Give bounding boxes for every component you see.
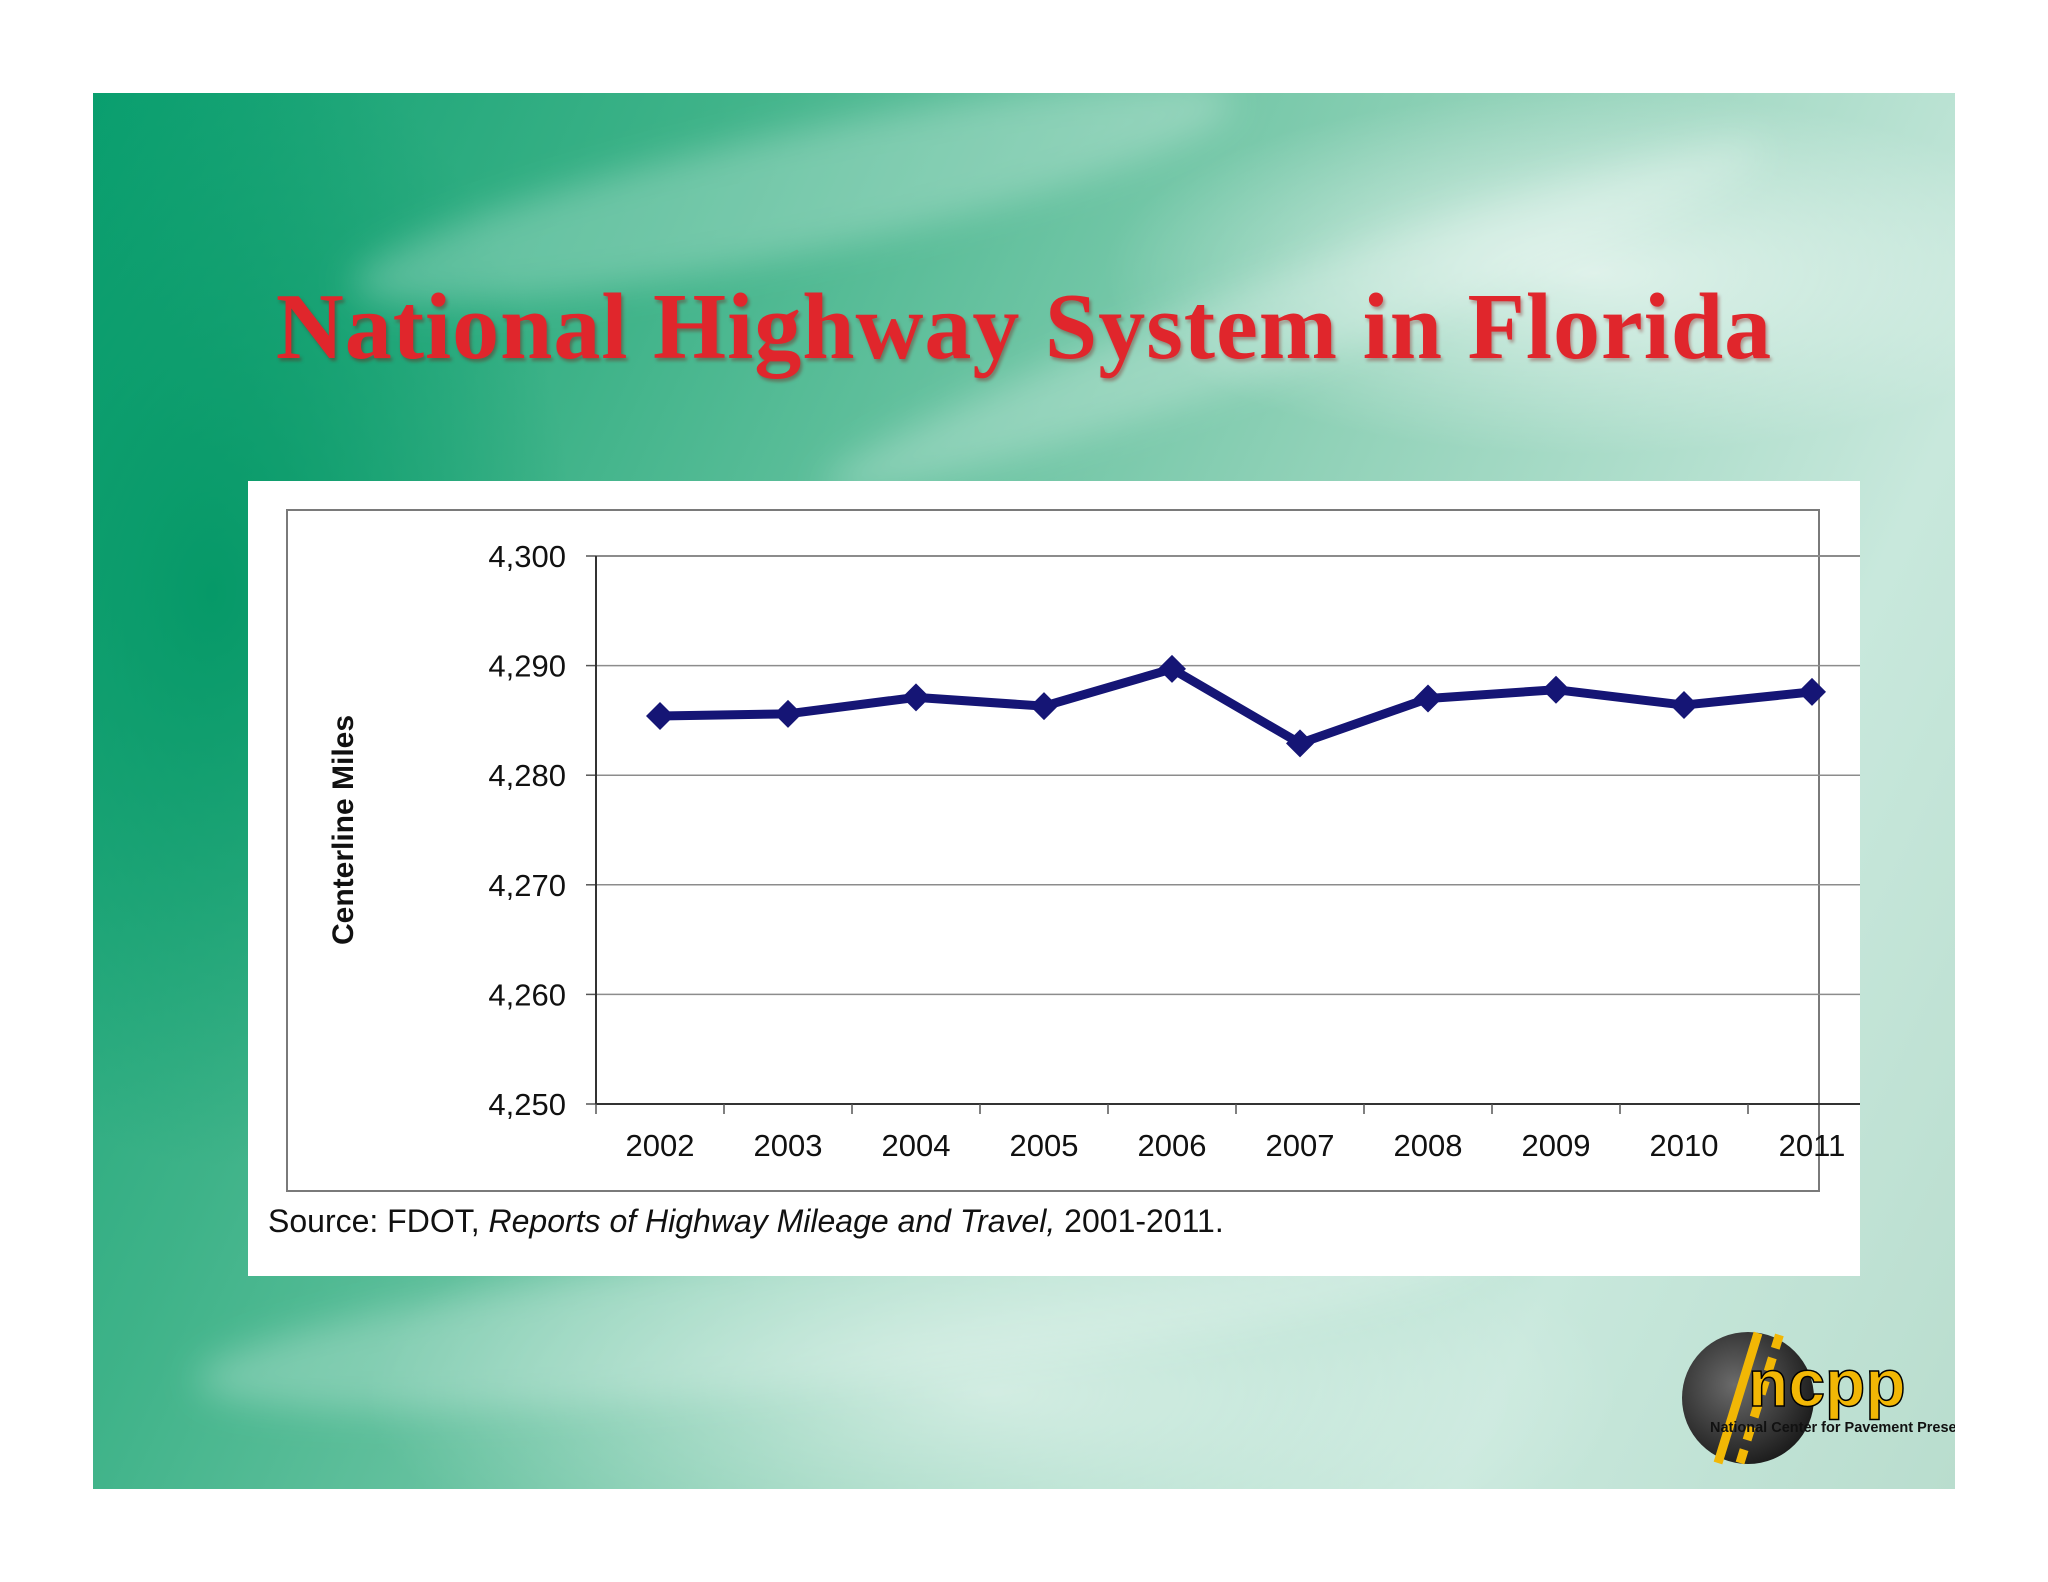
logo-road-stripe bbox=[1713, 1331, 1763, 1465]
data-point-marker bbox=[1414, 684, 1442, 713]
logo-tagline: National Center for Pavement Preservatio… bbox=[1710, 1420, 1955, 1436]
data-point-marker bbox=[1542, 675, 1570, 704]
data-point-marker bbox=[1798, 677, 1826, 706]
series-layer bbox=[646, 654, 1826, 758]
x-tick-label: 2005 bbox=[1010, 1128, 1079, 1163]
source-prefix: Source: FDOT, bbox=[268, 1203, 489, 1239]
x-tick-label: 2010 bbox=[1650, 1128, 1719, 1163]
axes bbox=[586, 555, 1860, 1114]
series-line bbox=[659, 664, 1813, 748]
x-tick-label: 2009 bbox=[1522, 1128, 1591, 1163]
y-tick-label: 4,290 bbox=[488, 649, 566, 684]
data-point-marker bbox=[1670, 691, 1698, 720]
data-point-marker bbox=[646, 702, 674, 731]
ncpp-logo: ncpp National Center for Pavement Preser… bbox=[1682, 1331, 1955, 1465]
data-point-marker bbox=[774, 699, 802, 728]
x-tick-label: 2003 bbox=[754, 1128, 823, 1163]
chart-card: 4,300 4,290 4,280 4,270 4,260 4,250 2002 2003 20… bbox=[248, 481, 1860, 1276]
slide-title: National Highway System in Florida bbox=[275, 275, 1773, 379]
data-point-marker bbox=[1030, 692, 1058, 721]
x-tick-label: 2007 bbox=[1266, 1128, 1335, 1163]
chart-frame bbox=[286, 509, 1820, 1192]
data-point-marker bbox=[902, 683, 930, 712]
gridlines bbox=[596, 555, 1860, 996]
slide-background: National Highway System in Florida 4,300… bbox=[93, 93, 1955, 1489]
y-tick-label: 4,300 bbox=[488, 539, 566, 574]
x-tick-label: 2006 bbox=[1138, 1128, 1207, 1163]
x-tick-label: 2011 bbox=[1779, 1128, 1846, 1163]
logo-wordmark: ncpp bbox=[1748, 1346, 1906, 1420]
data-point-marker bbox=[1158, 654, 1186, 683]
y-tick-label: 4,280 bbox=[488, 758, 566, 793]
y-tick-label: 4,250 bbox=[488, 1087, 566, 1122]
data-point-marker bbox=[1286, 729, 1314, 758]
y-tick-label: 4,270 bbox=[488, 868, 566, 903]
y-axis-label: Centerline Miles bbox=[327, 715, 360, 945]
x-tick-label: 2002 bbox=[626, 1128, 695, 1163]
source-report-title: Reports of Highway Mileage and Travel, bbox=[488, 1203, 1056, 1239]
source-suffix: 2001-2011. bbox=[1055, 1203, 1224, 1239]
logo-disc bbox=[1682, 1332, 1814, 1464]
y-tick-label: 4,260 bbox=[488, 977, 566, 1012]
x-tick-label: 2008 bbox=[1394, 1128, 1463, 1163]
source-note: Source: FDOT, Reports of Highway Mileage… bbox=[268, 1203, 1224, 1240]
x-tick-label: 2004 bbox=[882, 1128, 951, 1163]
line-chart: 4,300 4,290 4,280 4,270 4,260 4,250 2002 2003 20… bbox=[327, 539, 1860, 1163]
tick-labels: 4,300 4,290 4,280 4,270 4,260 4,250 2002 2003 20… bbox=[327, 539, 1845, 1163]
